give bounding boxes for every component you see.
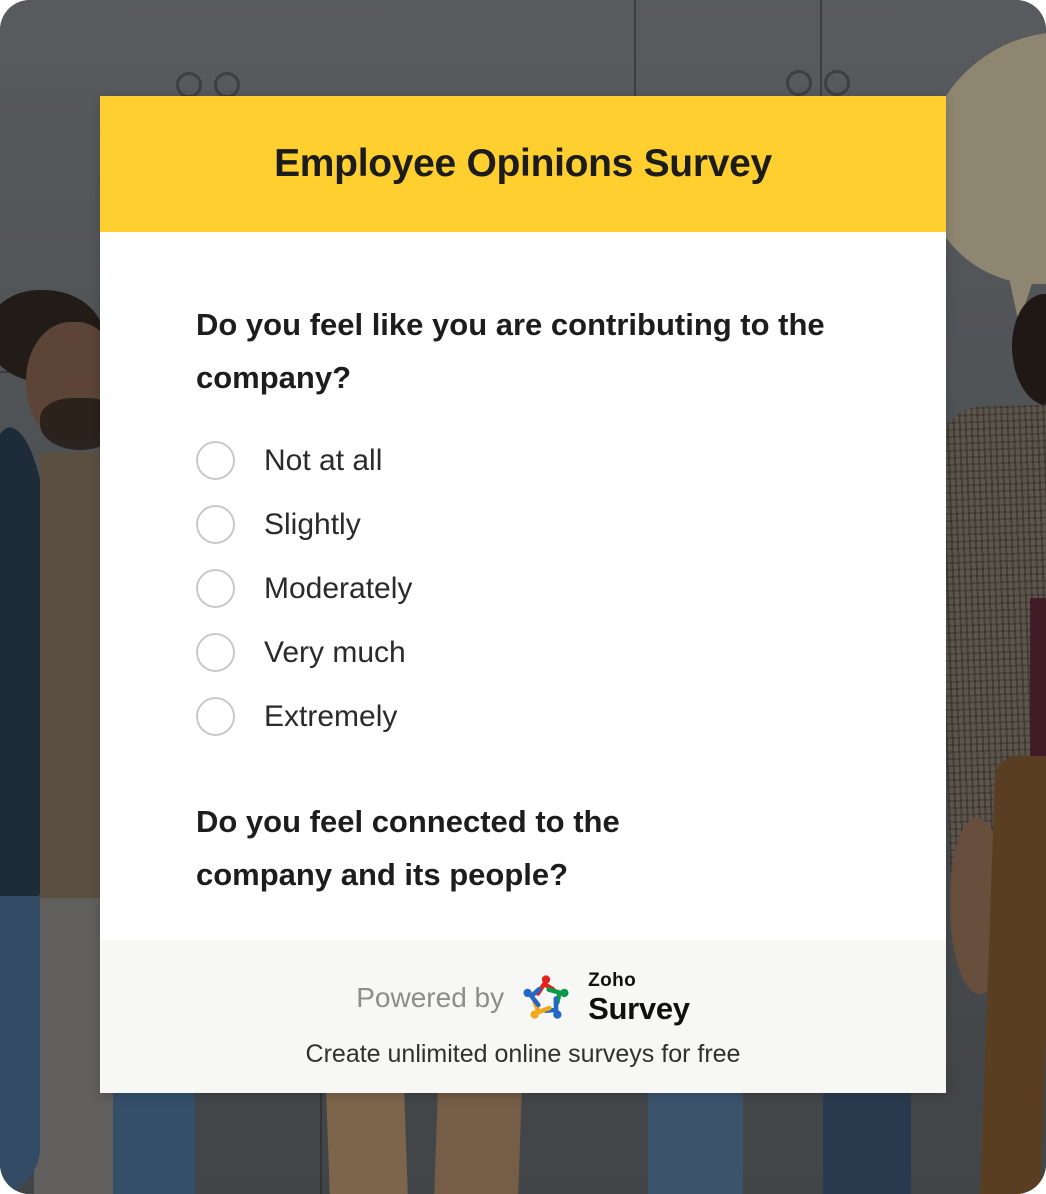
survey-card: Employee Opinions Survey Do you feel lik… <box>100 96 946 1093</box>
navy-jeans-leg <box>823 1093 911 1194</box>
zoho-brand-text: Zoho <box>588 970 637 991</box>
radio-option-very-much[interactable]: Very much <box>196 621 406 685</box>
wall-seam <box>820 0 822 178</box>
radio-option-label: Extremely <box>264 699 398 733</box>
survey-body: Do you feel like you are contributing to… <box>100 232 946 901</box>
survey-header: Employee Opinions Survey <box>100 96 946 232</box>
radio-button-icon[interactable] <box>196 569 235 609</box>
radio-button-icon[interactable] <box>196 441 235 481</box>
zoho-survey-logo-icon <box>519 969 573 1027</box>
footer-tagline: Create unlimited online surveys for free <box>305 1039 741 1068</box>
radio-option-moderately[interactable]: Moderately <box>196 557 412 621</box>
question-2-text: Do you feel connected to the company and… <box>196 803 620 892</box>
radio-button-icon[interactable] <box>196 697 235 737</box>
radio-option-extremely[interactable]: Extremely <box>196 685 397 749</box>
powered-by-row[interactable]: Powered by <box>356 969 690 1027</box>
survey-footer: Powered by <box>100 940 946 1093</box>
zoho-survey-wordmark: Zoho Survey <box>588 971 690 1024</box>
question-2: Do you feel connected to the company and… <box>196 795 946 902</box>
radio-option-label: Slightly <box>264 507 361 541</box>
radio-button-icon[interactable] <box>196 505 235 545</box>
person-left-shirt <box>40 452 106 898</box>
person-right-shirt <box>1030 598 1046 780</box>
question-1: Do you feel like you are contributing to… <box>196 298 946 749</box>
radio-option-label: Moderately <box>264 571 413 605</box>
radio-option-slightly[interactable]: Slightly <box>196 493 361 557</box>
survey-brand-text: Survey <box>588 991 690 1026</box>
question-1-text: Do you feel like you are contributing to… <box>196 307 825 396</box>
radio-button-icon[interactable] <box>196 633 235 673</box>
jeans-leg <box>113 1093 195 1194</box>
radio-option-label: Not at all <box>264 443 383 477</box>
survey-title: Employee Opinions Survey <box>274 142 772 185</box>
powered-by-label: Powered by <box>356 981 505 1013</box>
wall-rivet <box>786 70 812 96</box>
wall-rivet <box>824 70 850 96</box>
question-1-options: Not at all Slightly Moderately Very much <box>196 429 946 749</box>
radio-option-label: Very much <box>264 635 406 669</box>
radio-option-not-at-all[interactable]: Not at all <box>196 429 382 493</box>
person-left-jeans <box>0 896 40 1194</box>
jeans-leg <box>648 1093 743 1194</box>
wall-seam <box>320 1093 322 1194</box>
